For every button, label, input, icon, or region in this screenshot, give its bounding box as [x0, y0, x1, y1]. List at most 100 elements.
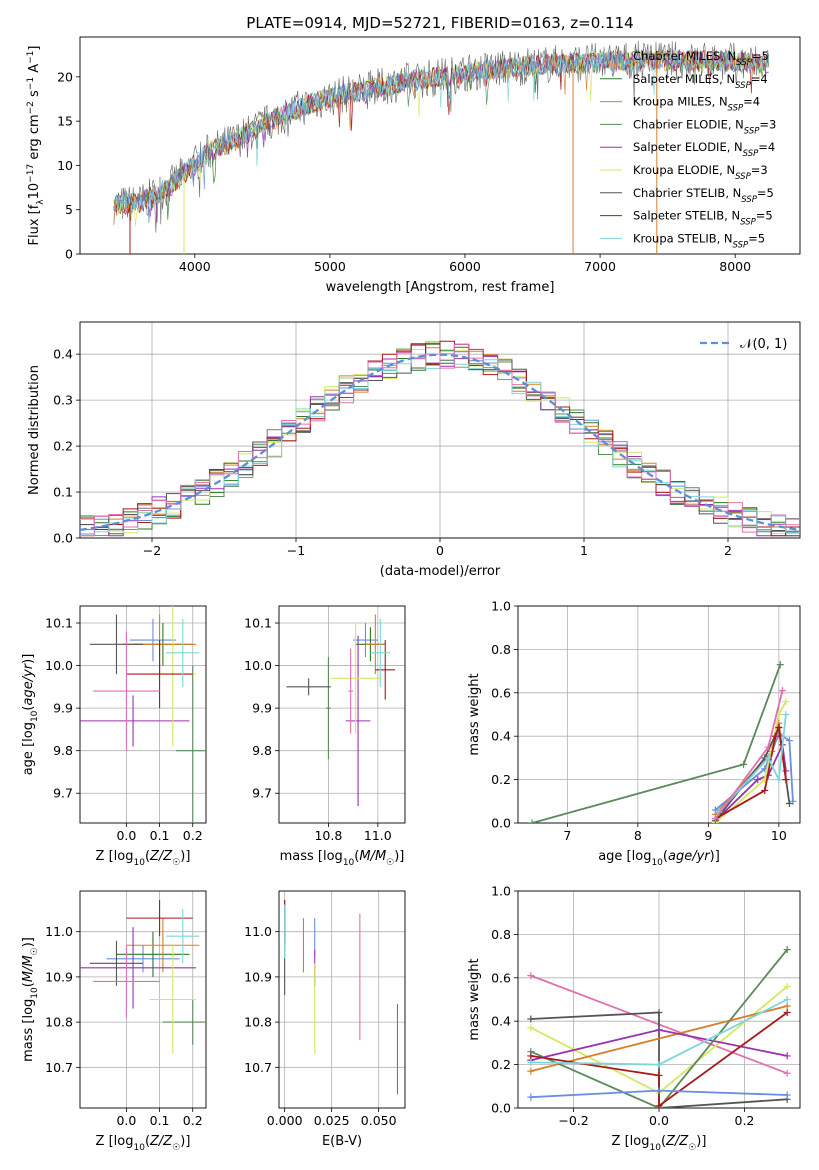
x-tick-label: 0.1 — [150, 1113, 170, 1128]
axes-frame — [79, 36, 801, 255]
normal-curve — [80, 353, 800, 532]
weight-marker — [655, 1087, 663, 1095]
mass-vs-Z-xlabel: Z [log10(Z/Z☉)] — [96, 1134, 191, 1153]
y-tick-label: 9.8 — [53, 743, 73, 758]
weight-marker — [782, 776, 790, 784]
x-tick-label: 0.050 — [361, 1113, 397, 1128]
y-tick-label: 10.8 — [244, 1015, 272, 1030]
x-tick-label: 0 — [436, 543, 444, 558]
y-tick-label: 1.0 — [491, 884, 511, 899]
weight-line — [714, 741, 787, 822]
spectrum-ylabel: Flux [fλ10−17 erg cm−2 s−1 A−1] — [26, 46, 46, 246]
x-tick-label: 8 — [634, 828, 642, 843]
weight-line — [714, 701, 787, 823]
legend-label: Chabrier ELODIE, NSSP=3 — [633, 117, 776, 136]
y-tick-label: 20 — [57, 69, 73, 84]
x-tick-label: −0.2 — [558, 1113, 588, 1128]
x-tick-label: 1 — [580, 543, 588, 558]
legend-label: Salpeter STELIB, NSSP=5 — [633, 209, 773, 228]
y-tick-label: 9.9 — [53, 701, 73, 716]
weight-marker — [783, 1069, 791, 1077]
y-tick-label: 0.4 — [491, 729, 511, 744]
mass-weight-vs-Z-ylabel: mass weight — [467, 958, 482, 1040]
weight-marker — [527, 1067, 535, 1075]
y-tick-label: 10.1 — [45, 616, 73, 631]
weight-line — [530, 1005, 788, 1072]
histogram-series — [80, 343, 800, 537]
y-tick-label: 10.9 — [45, 969, 73, 984]
y-tick-label: 10.7 — [45, 1060, 73, 1075]
weight-line — [530, 1011, 788, 1108]
weight-line — [530, 949, 788, 1108]
histogram-steps — [80, 340, 800, 537]
x-tick-label: 2 — [724, 543, 732, 558]
x-tick-label: 10.8 — [314, 828, 342, 843]
x-tick-label: 0.025 — [314, 1113, 350, 1128]
weight-marker — [785, 799, 793, 807]
weight-marker — [655, 1102, 663, 1108]
x-tick-label: 0.2 — [183, 828, 203, 843]
legend-label: Chabrier MILES, NSSP=5 — [633, 49, 769, 68]
age-vs-mass-points — [286, 614, 396, 806]
mass-vs-Z-panel: 0.0 0.1 0.2 10.7 10.8 10.9 11.0 Z [log10(Z/Z☉)]… — [21, 890, 207, 1153]
weight-marker — [527, 1052, 535, 1060]
x-tick-label: 10 — [771, 828, 787, 843]
x-tick-label: 0.000 — [267, 1113, 303, 1128]
y-tick-label: 9.7 — [252, 786, 272, 801]
weight-marker — [655, 1009, 663, 1017]
age-vs-Z-panel: 0.0 0.1 0.2 9.7 9.8 9.9 10.0 10.1 Z [log10(Z/Z☉)… — [21, 605, 207, 868]
mass-vs-ebv-points — [284, 900, 399, 1095]
weight-marker — [740, 760, 748, 768]
weight-marker — [527, 1024, 535, 1032]
x-tick-label: 11.0 — [364, 828, 392, 843]
spectrum-series-kroupa-stelib — [113, 49, 770, 213]
spectrum-lines — [113, 40, 770, 254]
y-tick-label: 0.2 — [53, 439, 73, 454]
x-tick-label: 0.0 — [116, 828, 136, 843]
y-tick-label: 0.3 — [53, 393, 73, 408]
y-tick-label: 10 — [57, 158, 73, 173]
y-tick-label: 0.2 — [491, 772, 511, 787]
mass-weight-vs-age-panel: 7 8 9 10 0.0 0.2 0.4 0.6 0.8 1.0 age [log10(age/yr… — [467, 599, 801, 868]
y-tick-label: 0.4 — [53, 347, 73, 362]
weight-marker — [775, 776, 783, 784]
weight-marker — [527, 1093, 535, 1101]
y-tick-label: 9.9 — [252, 701, 272, 716]
weight-marker — [782, 711, 790, 718]
y-tick-label: 9.7 — [53, 786, 73, 801]
weight-marker — [655, 1071, 663, 1079]
y-tick-label: 10.1 — [244, 616, 272, 631]
axes-frame — [278, 890, 406, 1109]
histogram-xlabel: (data-model)/error — [380, 564, 501, 579]
y-tick-label: 11.0 — [244, 924, 272, 939]
age-vs-Z-xlabel: Z [log10(Z/Z☉)] — [96, 849, 191, 868]
weight-line — [718, 714, 787, 813]
age-vs-mass-panel: 10.8 11.0 9.7 9.8 9.9 10.0 10.1 mass [log10(M/M… — [244, 605, 406, 868]
y-tick-label: 9.8 — [252, 743, 272, 758]
y-tick-label: 10.9 — [244, 969, 272, 984]
legend-label: Chabrier STELIB, NSSP=5 — [633, 186, 774, 205]
y-tick-label: 0.8 — [491, 642, 511, 657]
y-tick-label: 0.4 — [491, 1014, 511, 1029]
weight-marker — [761, 786, 769, 794]
legend-label: Kroupa ELODIE, NSSP=3 — [633, 163, 768, 182]
x-tick-label: −1 — [287, 543, 305, 558]
x-tick-label: 9 — [704, 828, 712, 843]
x-tick-label: 4000 — [179, 259, 211, 274]
y-tick-label: 1.0 — [491, 599, 511, 614]
weight-marker — [783, 1052, 791, 1060]
y-tick-label: 5 — [65, 202, 73, 217]
legend-label: Salpeter MILES, NSSP=4 — [633, 72, 768, 91]
spectrum-series-chabrier-stelib — [113, 40, 769, 233]
weight-marker — [528, 819, 536, 823]
x-tick-label: 7000 — [584, 259, 616, 274]
legend-label: Kroupa MILES, NSSP=4 — [633, 95, 760, 114]
age-vs-mass-xlabel: mass [log10(M/M☉)] — [280, 849, 405, 868]
x-tick-label: 0.2 — [735, 1113, 755, 1128]
spectrum-xlabel: wavelength [Angstrom, rest frame] — [326, 280, 555, 295]
legend-label: Salpeter ELODIE, NSSP=4 — [633, 140, 775, 159]
weight-marker — [527, 1015, 535, 1023]
weight-marker — [778, 687, 786, 695]
y-tick-label: 10.7 — [244, 1060, 272, 1075]
